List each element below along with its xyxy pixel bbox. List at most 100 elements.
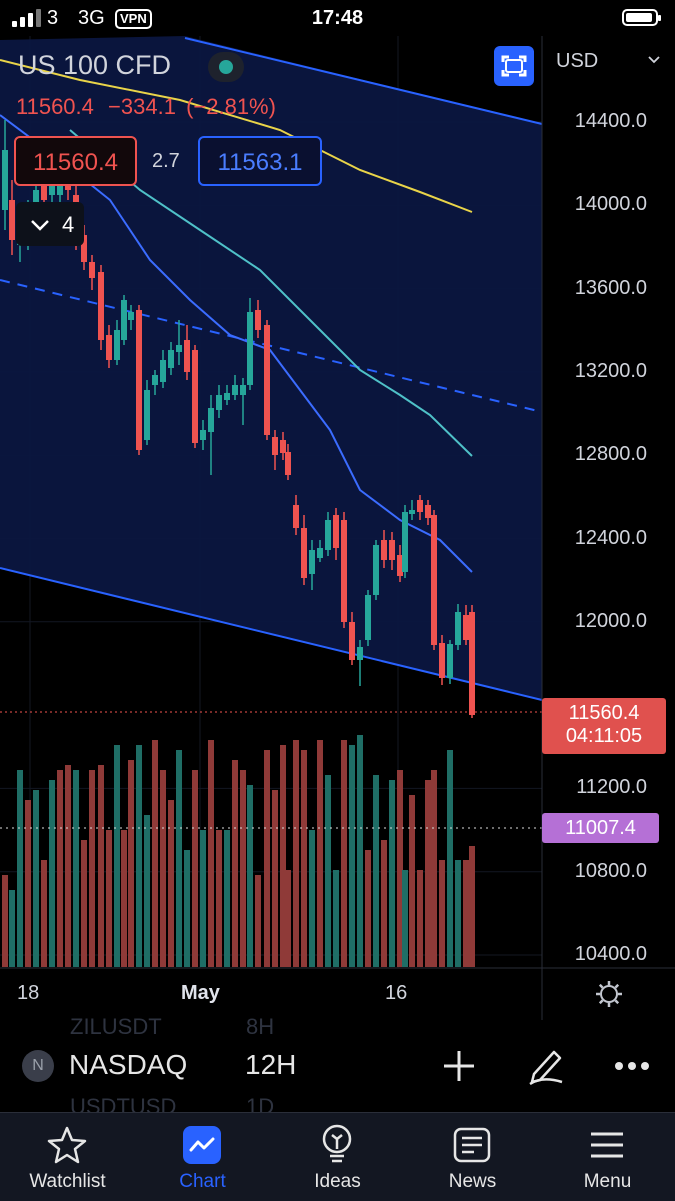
candle-body — [409, 510, 415, 514]
price-chart[interactable] — [0, 36, 675, 1020]
candle-body — [317, 548, 323, 558]
marker-price-tag: 11007.4 — [542, 813, 659, 843]
volume-bar — [224, 830, 230, 967]
volume-bar — [325, 775, 331, 967]
volume-bar — [255, 875, 261, 967]
volume-bar — [341, 740, 347, 967]
quote-line: 11560.4 −334.1 (−2.81%) — [16, 94, 276, 120]
volume-bar — [168, 800, 174, 967]
candle-body — [402, 512, 408, 572]
candle-body — [160, 360, 166, 382]
volume-bar — [184, 850, 190, 967]
currency-selector[interactable]: USD — [556, 50, 666, 74]
candle-body — [136, 310, 142, 450]
volume-bar — [264, 750, 270, 967]
volume-bar — [114, 745, 120, 967]
tab-label: Menu — [583, 1171, 632, 1192]
candle-body — [455, 612, 461, 645]
current-price-value: 11560.4 — [568, 702, 640, 724]
price-change: −334.1 — [108, 94, 176, 119]
more-icon[interactable] — [614, 1061, 650, 1071]
candlesticks — [2, 120, 475, 718]
buy-button[interactable]: 11563.1 — [198, 136, 322, 186]
volume-bar — [17, 770, 23, 967]
candle-body — [280, 440, 286, 453]
symbol-toolbar: ZILUSDT 8H N NASDAQ 12H USDTUSD 1D — [0, 1014, 675, 1119]
sell-button[interactable]: 11560.4 — [14, 136, 137, 186]
tab-label: Ideas — [314, 1171, 361, 1192]
candle-body — [208, 408, 214, 432]
tab-chart[interactable]: Chart — [135, 1113, 270, 1201]
volume-bar — [389, 780, 395, 967]
volume-bar — [200, 830, 206, 967]
symbol-title[interactable]: US 100 CFD — [18, 50, 172, 80]
network-type: 3G — [78, 7, 105, 29]
fullscreen-icon — [501, 55, 527, 77]
volume-bar — [293, 740, 299, 967]
candle-body — [301, 528, 307, 578]
volume-bar — [65, 765, 71, 967]
tab-ideas[interactable]: Ideas — [270, 1113, 405, 1201]
volume-bar — [216, 830, 222, 967]
candle-body — [114, 330, 120, 360]
volume-bar — [381, 840, 387, 967]
volume-bar — [301, 750, 307, 967]
fullscreen-button[interactable] — [494, 46, 534, 86]
volume-bar — [309, 830, 315, 967]
hamburger-icon — [591, 1132, 623, 1158]
volume-bar — [49, 780, 55, 967]
volume-bar — [397, 770, 403, 967]
lightbulb-icon — [322, 1124, 352, 1163]
volume-bar — [33, 790, 39, 967]
volume-bar — [431, 770, 437, 967]
symbol-selector[interactable]: NASDAQ — [69, 1049, 188, 1080]
candle-body — [272, 437, 278, 455]
interval-selector[interactable]: 12H — [245, 1049, 297, 1080]
candle-body — [247, 312, 253, 385]
gear-icon[interactable] — [594, 979, 624, 1009]
volume-bar — [232, 760, 238, 967]
drawing-pen-icon[interactable] — [526, 1046, 566, 1086]
indicators-toggle[interactable]: 4 — [16, 202, 84, 246]
volume-bar — [89, 770, 95, 967]
volume-bar — [121, 830, 127, 967]
candle-body — [176, 345, 182, 352]
candle-body — [381, 540, 387, 560]
candle-body — [463, 615, 469, 640]
volume-bar — [98, 765, 104, 967]
volume-bar — [57, 770, 63, 967]
volume-bar — [247, 785, 253, 967]
tab-menu[interactable]: Menu — [540, 1113, 675, 1201]
price-tick: 14400.0 — [574, 110, 647, 132]
carrier-bars: 3 — [47, 7, 59, 29]
candle-body — [264, 325, 270, 435]
candle-body — [285, 452, 291, 475]
tab-label: News — [448, 1171, 497, 1192]
price-tick: 13600.0 — [574, 276, 647, 299]
tab-label: Watchlist — [29, 1171, 106, 1192]
tab-watchlist[interactable]: Watchlist — [0, 1113, 135, 1201]
volume-bar — [447, 750, 453, 967]
volume-bar — [25, 800, 31, 967]
price-lines — [0, 711, 542, 829]
volume-bar — [192, 770, 198, 967]
volume-bar — [208, 740, 214, 967]
tab-bar: Watchlist Chart Ideas News Me — [0, 1112, 675, 1201]
volume-bar — [365, 850, 371, 967]
candle-body — [349, 622, 355, 660]
plus-icon[interactable] — [441, 1048, 477, 1084]
tab-news[interactable]: News — [405, 1113, 540, 1201]
volume-bar — [2, 875, 8, 967]
spread-value: 2.7 — [152, 150, 180, 172]
volume-bar — [128, 760, 134, 967]
price-change-pct: (−2.81%) — [186, 94, 276, 119]
candle-body — [255, 310, 261, 330]
volume-bar — [425, 780, 431, 967]
chevron-down-icon — [31, 220, 49, 231]
candle-body — [240, 385, 246, 395]
volume-bar — [373, 775, 379, 967]
candle-body — [373, 545, 379, 595]
candle-body — [224, 393, 230, 400]
volume-bar — [240, 770, 246, 967]
candle-body — [447, 644, 453, 678]
